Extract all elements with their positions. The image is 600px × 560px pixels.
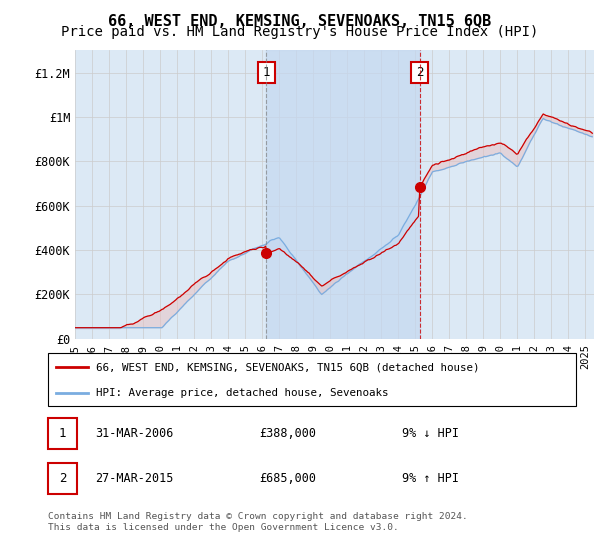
Bar (266, 50, 419, 339)
FancyBboxPatch shape (48, 463, 77, 494)
Text: 1: 1 (59, 427, 66, 440)
FancyBboxPatch shape (48, 353, 576, 406)
Text: Contains HM Land Registry data © Crown copyright and database right 2024.
This d: Contains HM Land Registry data © Crown c… (48, 512, 468, 532)
Text: Price paid vs. HM Land Registry's House Price Index (HPI): Price paid vs. HM Land Registry's House … (61, 25, 539, 39)
FancyBboxPatch shape (48, 418, 77, 449)
Text: 66, WEST END, KEMSING, SEVENOAKS, TN15 6QB (detached house): 66, WEST END, KEMSING, SEVENOAKS, TN15 6… (95, 362, 479, 372)
Text: 31-MAR-2006: 31-MAR-2006 (95, 427, 174, 440)
Text: 66, WEST END, KEMSING, SEVENOAKS, TN15 6QB: 66, WEST END, KEMSING, SEVENOAKS, TN15 6… (109, 14, 491, 29)
Text: £685,000: £685,000 (259, 472, 316, 484)
Text: 2: 2 (416, 66, 424, 79)
Text: 2: 2 (59, 472, 66, 484)
Text: 9% ↑ HPI: 9% ↑ HPI (402, 472, 459, 484)
Text: 9% ↓ HPI: 9% ↓ HPI (402, 427, 459, 440)
Text: 1: 1 (263, 66, 270, 79)
Text: HPI: Average price, detached house, Sevenoaks: HPI: Average price, detached house, Seve… (95, 388, 388, 398)
Text: 27-MAR-2015: 27-MAR-2015 (95, 472, 174, 484)
Text: £388,000: £388,000 (259, 427, 316, 440)
